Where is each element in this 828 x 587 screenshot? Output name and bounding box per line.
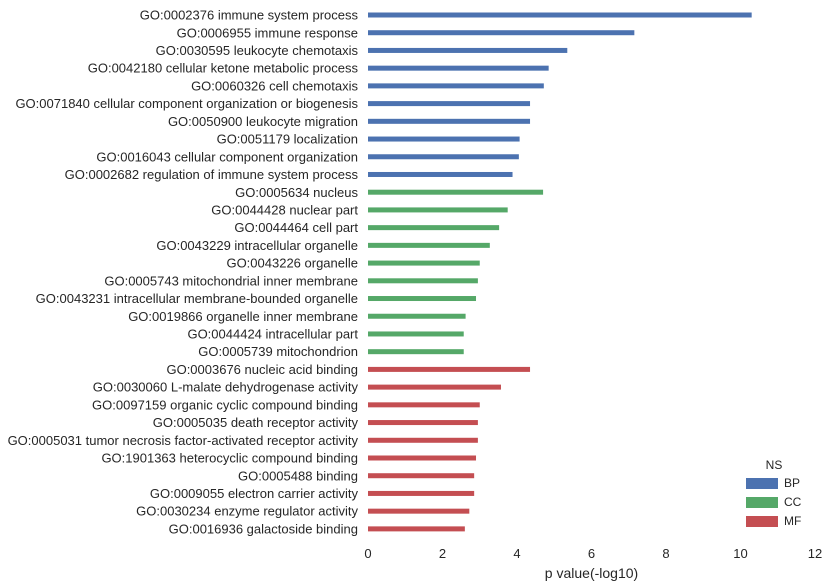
bar-bp-4 (368, 83, 544, 89)
category-label: GO:0043226 organelle (226, 256, 358, 271)
legend-label-cc: CC (784, 495, 802, 509)
category-label: GO:0071840 cellular component organizati… (15, 96, 358, 111)
x-tick-label: 2 (439, 546, 446, 561)
category-label: GO:0002682 regulation of immune system p… (65, 167, 359, 182)
category-label: GO:0005488 binding (238, 468, 358, 483)
category-label: GO:0060326 cell chemotaxis (191, 78, 358, 93)
bars-layer (368, 12, 752, 532)
bar-cc-19 (368, 349, 464, 355)
legend-swatch-bp (746, 478, 778, 489)
category-label: GO:0030234 enzyme regulator activity (136, 504, 358, 519)
legend-title: NS (766, 458, 783, 472)
legend: NS BP CC MF (746, 458, 802, 528)
legend-swatch-cc (746, 497, 778, 508)
bar-bp-9 (368, 171, 513, 177)
bar-mf-28 (368, 508, 470, 514)
category-label: GO:0005035 death receptor activity (153, 415, 359, 430)
category-label: GO:0044428 nuclear part (211, 202, 358, 217)
category-label: GO:0097159 organic cyclic compound bindi… (92, 397, 358, 412)
x-axis-title: p value(-log10) (545, 565, 638, 581)
bar-bp-5 (368, 101, 531, 107)
bar-bp-1 (368, 30, 635, 36)
category-label: GO:0003676 nucleic acid binding (166, 362, 358, 377)
category-label: GO:0006955 immune response (177, 25, 358, 40)
legend-label-bp: BP (784, 476, 800, 490)
category-label: GO:1901363 heterocyclic compound binding (101, 451, 358, 466)
x-axis-ticks: 0 2 4 6 8 10 12 (364, 546, 822, 561)
category-label: GO:0009055 electron carrier activity (150, 486, 359, 501)
category-label: GO:0051179 localization (217, 132, 358, 147)
x-tick-label: 12 (808, 546, 822, 561)
bar-mf-26 (368, 473, 475, 479)
bar-cc-18 (368, 331, 464, 337)
bar-bp-6 (368, 118, 531, 124)
category-label: GO:0043231 intracellular membrane-bounde… (36, 291, 358, 306)
legend-label-mf: MF (784, 514, 801, 528)
legend-swatch-mf (746, 516, 778, 527)
bar-cc-12 (368, 225, 500, 231)
bar-mf-29 (368, 526, 465, 532)
category-label: GO:0044424 intracellular part (187, 327, 358, 342)
category-labels: GO:0002376 immune system process GO:00069… (8, 8, 359, 537)
category-label: GO:0042180 cellular ketone metabolic pro… (88, 61, 359, 76)
legend-items: BP CC MF (746, 476, 802, 528)
bar-bp-8 (368, 154, 519, 160)
bar-cc-15 (368, 278, 478, 284)
bar-cc-17 (368, 313, 466, 319)
category-label: GO:0005634 nucleus (235, 185, 358, 200)
x-tick-label: 6 (588, 546, 595, 561)
bar-mf-23 (368, 420, 478, 426)
bar-cc-14 (368, 260, 480, 266)
bar-bp-2 (368, 47, 568, 53)
bar-mf-25 (368, 455, 477, 461)
category-label: GO:0030060 L-malate dehydrogenase activi… (93, 380, 359, 395)
category-label: GO:0043229 intracellular organelle (156, 238, 358, 253)
x-tick-label: 0 (364, 546, 371, 561)
category-label: GO:0016043 cellular component organizati… (96, 149, 358, 164)
category-label: GO:0016936 galactoside binding (169, 521, 358, 536)
bar-mf-20 (368, 366, 531, 372)
category-label: GO:0005739 mitochondrion (198, 344, 358, 359)
bar-cc-16 (368, 296, 477, 302)
x-tick-label: 10 (733, 546, 747, 561)
x-tick-label: 4 (513, 546, 520, 561)
category-label: GO:0019866 organelle inner membrane (128, 309, 358, 324)
bar-mf-27 (368, 490, 475, 496)
bar-cc-13 (368, 242, 490, 248)
category-label: GO:0050900 leukocyte migration (168, 114, 358, 129)
category-label: GO:0005031 tumor necrosis factor-activat… (8, 433, 359, 448)
bar-cc-11 (368, 207, 508, 213)
category-label: GO:0030595 leukocyte chemotaxis (156, 43, 359, 58)
bar-mf-21 (368, 384, 501, 390)
category-label: GO:0005743 mitochondrial inner membrane (104, 273, 358, 288)
bar-mf-24 (368, 437, 478, 443)
x-tick-label: 8 (662, 546, 669, 561)
bar-cc-10 (368, 189, 544, 195)
bar-bp-3 (368, 65, 549, 71)
category-label: GO:0002376 immune system process (140, 8, 359, 23)
category-label: GO:0044464 cell part (234, 220, 358, 235)
bar-mf-22 (368, 402, 480, 408)
bar-bp-0 (368, 12, 752, 18)
bar-bp-7 (368, 136, 520, 142)
